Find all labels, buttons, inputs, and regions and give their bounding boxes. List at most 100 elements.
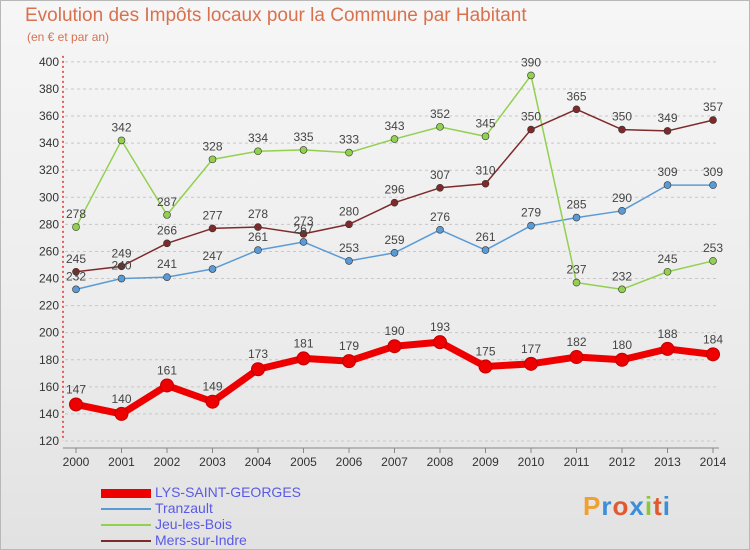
data-label: 182: [566, 335, 586, 349]
data-point: [709, 257, 717, 265]
data-label: 278: [66, 207, 86, 221]
data-point: [72, 267, 80, 276]
data-point: [618, 207, 626, 215]
data-label: 175: [475, 345, 495, 359]
y-tick-label: 140: [39, 407, 59, 421]
data-label: 147: [66, 382, 86, 396]
data-point: [618, 285, 626, 294]
x-tick-label: 2012: [609, 455, 636, 469]
legend-item: Tranzault: [101, 500, 401, 517]
data-point: [527, 221, 535, 230]
data-point: [254, 147, 262, 156]
data-label: 247: [202, 249, 222, 263]
legend: LYS-SAINT-GEORGES Tranzault Jeu-les-Bois Me…: [101, 484, 401, 549]
data-label: 349: [657, 111, 677, 125]
x-tick-label: 2009: [472, 455, 499, 469]
data-point: [205, 394, 220, 409]
data-point: [69, 397, 83, 412]
data-label: 232: [612, 269, 632, 283]
data-label: 335: [293, 130, 313, 144]
data-point: [524, 356, 538, 371]
data-label: 345: [475, 116, 495, 130]
data-point: [709, 181, 717, 189]
data-point: [345, 220, 353, 229]
data-point: [615, 352, 629, 367]
data-point: [433, 335, 447, 350]
x-tick-label: 2011: [564, 455, 590, 469]
data-point: [527, 125, 535, 134]
data-point: [572, 105, 581, 114]
y-tick-label: 400: [39, 55, 59, 69]
data-point: [296, 351, 311, 366]
data-point: [163, 239, 171, 248]
y-tick-label: 200: [39, 326, 59, 340]
data-label: 253: [339, 241, 359, 255]
data-labels: 147 140 161 149 173 181 179 190 193 175 177 182 180 1…: [66, 55, 723, 406]
data-label: 188: [657, 327, 677, 341]
x-tick-label: 2003: [199, 455, 226, 469]
data-point: [345, 148, 353, 157]
data-label: 266: [157, 223, 177, 237]
y-tick-label: 260: [39, 244, 59, 258]
legend-label: Tranzault: [155, 500, 213, 516]
data-label: 280: [339, 204, 359, 218]
data-point: [478, 359, 493, 374]
data-point: [527, 71, 535, 80]
data-point: [342, 354, 356, 369]
data-label: 181: [293, 336, 313, 350]
x-tick-label: 2007: [381, 455, 408, 469]
data-point: [117, 262, 126, 271]
grid: [65, 61, 719, 442]
legend-item: LYS-SAINT-GEORGES: [101, 484, 401, 501]
data-point: [299, 238, 308, 246]
data-point: [72, 285, 80, 294]
data-label: 237: [566, 263, 586, 277]
data-label: 290: [612, 191, 632, 205]
data-label: 365: [566, 89, 586, 103]
data-label: 309: [657, 165, 677, 179]
x-tick-label: 2013: [654, 455, 681, 469]
data-label: 245: [657, 252, 677, 266]
data-label: 177: [521, 342, 541, 356]
data-point: [663, 127, 672, 135]
data-label: 309: [703, 165, 723, 179]
y-tick-label: 360: [39, 109, 59, 123]
data-label: 259: [384, 233, 404, 247]
data-point: [569, 350, 584, 365]
legend-item: Jeu-les-Bois: [101, 516, 401, 533]
legend-item: Mers-sur-Indre: [101, 532, 401, 549]
data-label: 334: [248, 131, 268, 145]
data-label: 285: [566, 198, 586, 212]
data-label: 161: [157, 363, 177, 377]
legend-swatch: [101, 488, 151, 498]
data-label: 287: [157, 195, 177, 209]
x-tick-label: 2004: [245, 455, 272, 469]
data-point: [387, 339, 402, 354]
data-label: 173: [248, 347, 268, 361]
data-label: 350: [521, 110, 541, 124]
y-tick-label: 320: [39, 163, 59, 177]
y-tick-label: 120: [39, 434, 59, 448]
data-label: 352: [430, 107, 450, 121]
legend-label: LYS-SAINT-GEORGES: [155, 484, 301, 500]
data-label: 240: [111, 259, 131, 273]
data-label: 328: [202, 139, 222, 153]
data-label: 296: [384, 183, 404, 197]
x-tick-label: 2005: [290, 455, 317, 469]
data-point: [345, 257, 353, 265]
data-point: [481, 246, 490, 254]
data-label: 261: [475, 230, 495, 244]
data-label: 190: [384, 324, 404, 338]
data-label: 241: [157, 257, 177, 271]
y-tick-label: 380: [39, 82, 59, 96]
data-point: [72, 223, 80, 231]
data-point: [572, 278, 581, 287]
data-label: 184: [703, 332, 723, 346]
data-label: 180: [612, 338, 632, 352]
data-point: [481, 132, 490, 141]
data-point: [299, 230, 308, 238]
legend-swatch: [101, 540, 151, 542]
data-label: 333: [339, 133, 359, 147]
legend-swatch: [101, 508, 151, 510]
